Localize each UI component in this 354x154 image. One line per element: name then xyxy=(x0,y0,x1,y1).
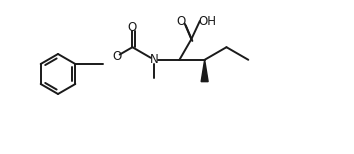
Text: O: O xyxy=(128,20,137,34)
Text: OH: OH xyxy=(199,14,217,28)
Text: O: O xyxy=(112,50,121,63)
Text: O: O xyxy=(177,15,186,28)
Polygon shape xyxy=(201,60,208,82)
Text: N: N xyxy=(150,53,159,66)
